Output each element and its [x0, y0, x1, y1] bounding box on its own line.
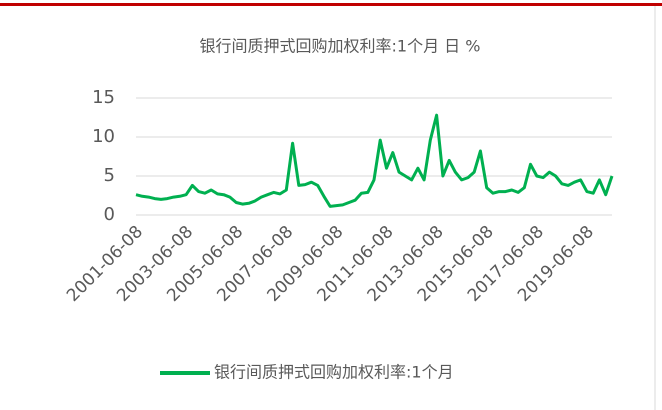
- chart-title: 银行间质押式回购加权利率:1个月 日 %: [200, 37, 481, 56]
- series-line: [135, 113, 614, 208]
- legend-label: 银行间质押式回购加权利率:1个月: [214, 363, 454, 382]
- y-tick-label: 15: [92, 87, 115, 108]
- y-tick-label: 5: [104, 165, 115, 186]
- y-tick-label: 0: [104, 204, 115, 225]
- y-tick-label: 10: [92, 126, 115, 147]
- top-bar: [0, 3, 662, 6]
